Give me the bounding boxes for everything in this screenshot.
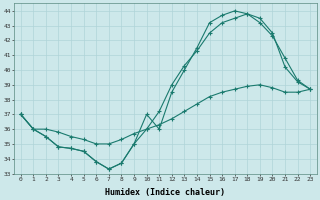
X-axis label: Humidex (Indice chaleur): Humidex (Indice chaleur) [106, 188, 226, 197]
